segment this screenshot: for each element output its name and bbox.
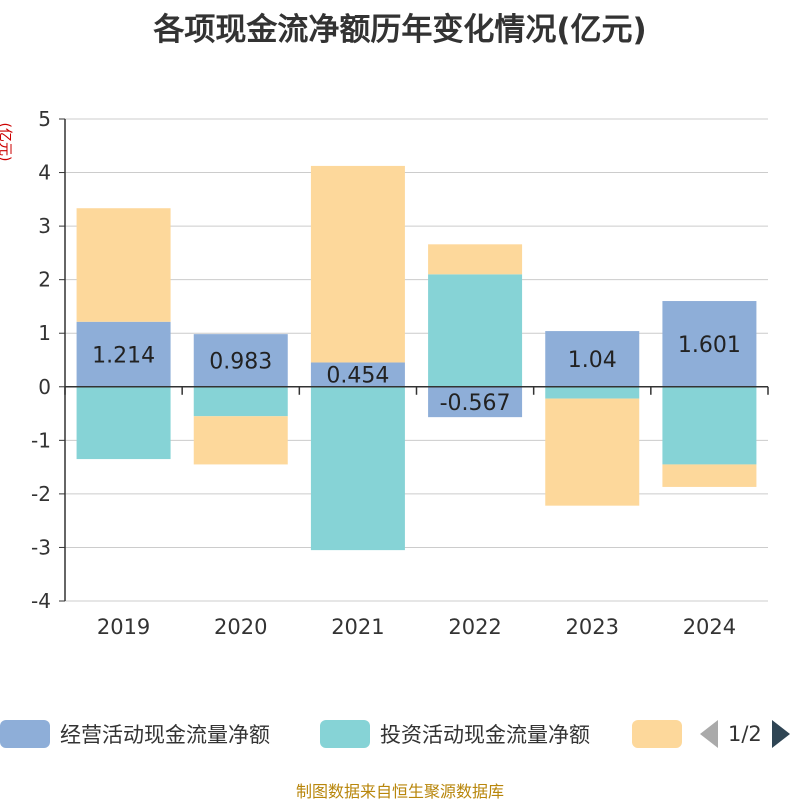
x-tick-label: 2021 [331, 615, 384, 639]
y-tick-label: 0 [38, 375, 51, 399]
bar-series-2 [76, 386, 171, 460]
bar-series-1 [662, 301, 757, 387]
bar-series-2 [310, 386, 405, 551]
bar-series-3 [76, 208, 171, 322]
legend-item-financing[interactable] [632, 716, 682, 752]
y-tick-label: -4 [31, 589, 51, 613]
bar-chart: -4 -3 -2 -1 0 1 2 3 4 5 1.214 0.983 0.454 -0.567 1.04 1… [31, 107, 769, 639]
bar-series-1 [76, 321, 171, 387]
legend-item-investing[interactable]: 投资活动现金流量净额 [320, 716, 590, 752]
legend-swatch-operating [0, 720, 50, 748]
legend-label-investing: 投资活动现金流量净额 [380, 723, 590, 747]
y-tick-label: -1 [31, 428, 51, 452]
x-tick-label: 2023 [566, 615, 619, 639]
bar-series-3 [193, 416, 288, 465]
bar-series-3 [545, 398, 640, 506]
y-tick-label: -2 [31, 482, 51, 506]
legend-pager: 1/2 [700, 716, 790, 752]
legend-next-page-icon[interactable] [771, 720, 790, 748]
bar-series-2 [428, 274, 523, 387]
bar-series-1 [545, 331, 640, 387]
data-source-note: 制图数据来自恒生聚源数据库 [295, 782, 504, 801]
data-label: 1.601 [678, 333, 741, 358]
x-tick-label: 2022 [448, 615, 501, 639]
bar-series-2 [193, 386, 288, 417]
legend-prev-page-icon[interactable] [700, 720, 718, 748]
data-label: 1.04 [568, 348, 617, 373]
bar-series-1 [193, 334, 288, 387]
y-tick-label: -3 [31, 535, 51, 559]
data-label: 0.454 [326, 364, 389, 389]
data-label: 1.214 [92, 343, 155, 368]
legend: 经营活动现金流量净额 投资活动现金流量净额 [0, 716, 800, 752]
data-label: -0.567 [440, 391, 511, 416]
x-tick-label: 2019 [97, 615, 150, 639]
y-tick-label: 1 [38, 321, 51, 345]
data-label: 0.983 [209, 349, 272, 374]
bar-series-2 [545, 386, 640, 399]
bar-series-3 [662, 464, 757, 487]
x-tick-label: 2020 [214, 615, 267, 639]
legend-label-operating: 经营活动现金流量净额 [60, 723, 270, 747]
y-tick-label: 5 [38, 107, 51, 131]
bar-series-1 [310, 362, 405, 387]
y-tick-label: 3 [38, 214, 51, 238]
bar-series-3 [310, 165, 405, 363]
legend-swatch-financing [632, 720, 682, 748]
legend-item-operating[interactable]: 经营活动现金流量净额 [0, 716, 270, 752]
legend-page-indicator: 1/2 [728, 722, 762, 746]
y-tick-label: 2 [38, 268, 51, 292]
y-tick-label: 4 [38, 161, 51, 185]
x-tick-label: 2024 [683, 615, 736, 639]
bar-series-1 [428, 386, 523, 418]
bar-series-3 [428, 244, 523, 275]
legend-swatch-investing [320, 720, 370, 748]
bar-series-2 [662, 386, 757, 465]
chart-title: 各项现金流净额历年变化情况(亿元) [153, 12, 647, 48]
